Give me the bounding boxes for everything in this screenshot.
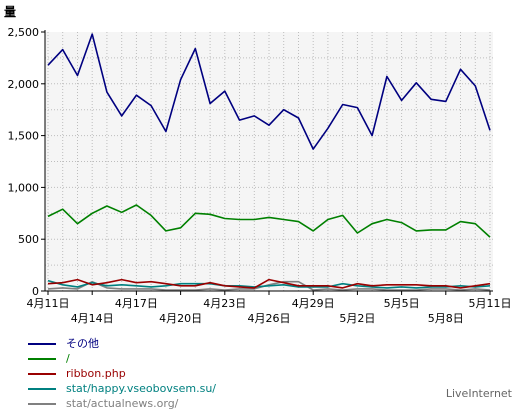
legend-label: stat/happy.vseobovsem.su/ [66,382,216,395]
legend-item: その他 [28,336,288,351]
x-tick-label: 4月29日 [292,297,335,310]
x-tick-label: 4月20日 [159,312,202,325]
x-tick-label: 4月14日 [71,312,114,325]
legend-swatch [28,388,56,390]
y-tick-label: 500 [18,233,39,246]
legend-swatch [28,343,56,345]
x-tick-label: 5月8日 [428,312,464,325]
series-line [47,204,491,238]
y-tick-label: 2,500 [8,26,40,39]
legend-item: stat/happy.vseobovsem.su/ [28,381,288,396]
legend-label: ribbon.php [66,367,126,380]
legend-label: stat/actualnews.org/ [66,397,179,410]
y-tick-label: 0 [32,285,39,298]
x-tick-label: 4月23日 [203,297,246,310]
x-tick-label: 5月5日 [384,297,420,310]
series-line [47,33,491,150]
legend-swatch [28,373,56,375]
x-tick-label: 5月2日 [339,312,375,325]
y-axis-title: 量 [4,5,16,19]
x-tick-label: 5月11日 [469,297,512,310]
legend-swatch [28,403,56,405]
x-tick-label: 4月26日 [248,312,291,325]
x-tick-label: 4月17日 [115,297,158,310]
series-line [47,279,491,289]
x-tick-label: 4月11日 [27,297,70,310]
legend-item: / [28,351,288,366]
y-tick-label: 2,000 [8,78,40,91]
legend-label: その他 [66,337,99,350]
legend: その他 / ribbon.php stat/happy.vseobovsem.su/s… [28,336,288,411]
legend-item: ribbon.php [28,366,288,381]
legend-swatch [28,358,56,360]
legend-label: / [66,352,70,365]
y-tick-label: 1,500 [8,130,40,143]
legend-item: stat/actualnews.org/ [28,396,288,411]
series-line [47,278,491,289]
y-tick-label: 1,000 [8,181,40,194]
series-line [47,280,491,291]
brand-label: LiveInternet [445,387,512,400]
